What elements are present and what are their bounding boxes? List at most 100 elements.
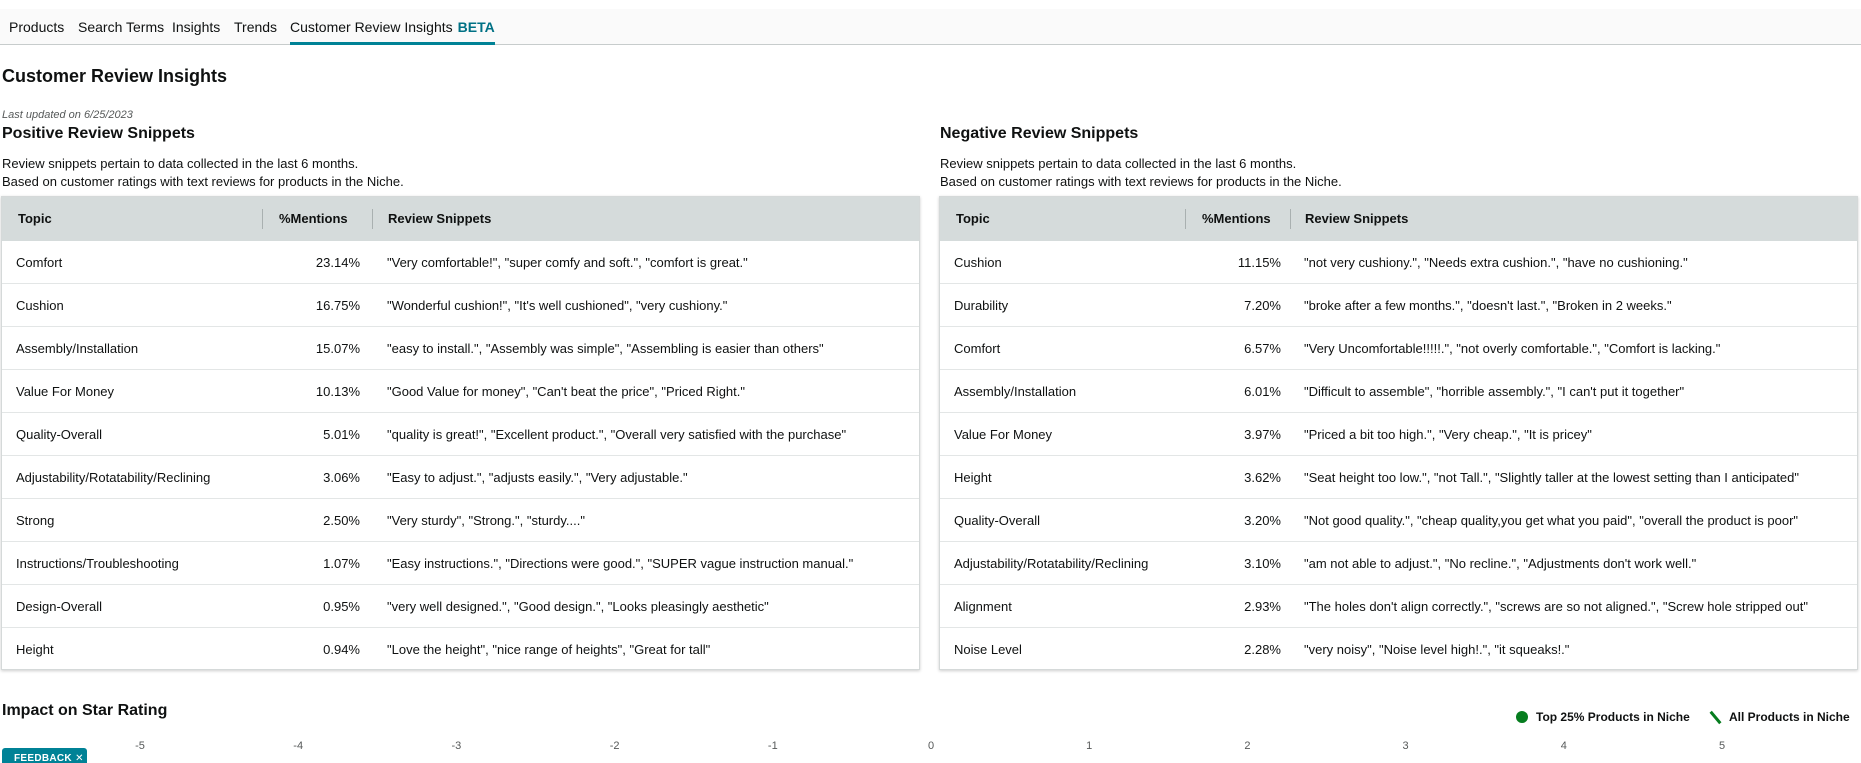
- filled-circle-icon: [1516, 711, 1528, 723]
- column-divider: [1290, 209, 1291, 229]
- table-row: Quality-Overall 5.01% "quality is great!",…: [2, 413, 919, 456]
- table-row: Comfort 23.14% "Very comfortable!", "super…: [2, 241, 919, 284]
- tab-trends[interactable]: Trends: [234, 19, 278, 35]
- header-topic[interactable]: Topic: [956, 211, 990, 226]
- positive-title: Positive Review Snippets: [2, 125, 195, 142]
- header-mentions[interactable]: %Mentions: [1202, 211, 1271, 226]
- row-topic: Quality-Overall: [16, 427, 102, 442]
- row-mentions: 1.07%: [323, 556, 360, 571]
- row-mentions: 15.07%: [315, 341, 360, 356]
- row-mentions: 5.01%: [323, 427, 360, 442]
- legend-top-25: Top 25% Products in Niche: [1516, 710, 1690, 724]
- row-topic: Cushion: [16, 298, 64, 313]
- tab-customer-review-insights[interactable]: Customer Review Insights BETA: [290, 19, 495, 45]
- tab-insights[interactable]: Insights: [172, 19, 221, 35]
- table-row: Adjustability/Rotatability/Reclining 3.06…: [2, 456, 919, 499]
- positive-review-table: Topic %Mentions Review Snippets Comfort 2…: [1, 196, 920, 670]
- negative-title: Negative Review Snippets: [940, 125, 1139, 142]
- row-snippets: "Easy instructions.", "Directions were g…: [387, 556, 854, 571]
- row-snippets: "easy to install.", "Assembly was simple…: [387, 341, 824, 356]
- tab-search-terms[interactable]: Search Terms: [78, 19, 165, 35]
- table-row: Height 0.94% "Love the height", "nice rang…: [2, 628, 919, 671]
- header-mentions[interactable]: %Mentions: [279, 211, 348, 226]
- row-mentions: 2.93%: [1244, 599, 1281, 614]
- row-snippets: "The holes don't align correctly.", "scr…: [1304, 599, 1808, 614]
- table-row: Adjustability/Rotatability/Reclining 3.10…: [940, 542, 1857, 585]
- row-mentions: 3.20%: [1244, 513, 1281, 528]
- negative-section: Negative Review Snippets Review snippets…: [940, 125, 1859, 191]
- tab-products[interactable]: Products: [9, 19, 65, 35]
- positive-note-2: Based on customer ratings with text revi…: [2, 174, 404, 189]
- axis-tick-label: -1: [767, 740, 778, 752]
- header-review-snippets[interactable]: Review Snippets: [388, 211, 492, 226]
- row-mentions: 16.75%: [315, 298, 360, 313]
- row-snippets: "Very sturdy", "Strong.", "sturdy....": [387, 513, 585, 528]
- row-topic: Value For Money: [954, 427, 1053, 442]
- table-row: Quality-Overall 3.20% "Not good quality.",…: [940, 499, 1857, 542]
- row-snippets: "am not able to adjust.", "No recline.",…: [1304, 556, 1697, 571]
- row-snippets: "Seat height too low.", "not Tall.", "Sl…: [1304, 470, 1800, 485]
- row-mentions: 3.62%: [1244, 470, 1281, 485]
- axis-tick-label: -4: [293, 740, 304, 752]
- row-topic: Value For Money: [16, 384, 115, 399]
- table-row: Cushion 16.75% "Wonderful cushion!", "It's…: [2, 284, 919, 327]
- table-row: Value For Money 10.13% "Good Value for mon…: [2, 370, 919, 413]
- table-row: Design-Overall 0.95% "very well designed."…: [2, 585, 919, 628]
- positive-section: Positive Review Snippets Review snippets…: [2, 125, 921, 191]
- row-mentions: 6.01%: [1244, 384, 1281, 399]
- negative-note-1: Review snippets pertain to data collecte…: [940, 156, 1297, 171]
- axis-tick-label: 1: [1086, 740, 1093, 752]
- row-mentions: 3.97%: [1244, 427, 1281, 442]
- row-snippets: "Difficult to assemble", "horrible assem…: [1304, 384, 1685, 399]
- table-row: Durability 7.20% "broke after a few months…: [940, 284, 1857, 327]
- axis-tick-label: 3: [1402, 740, 1409, 752]
- row-mentions: 0.94%: [323, 642, 360, 657]
- negative-note-2: Based on customer ratings with text revi…: [940, 174, 1342, 189]
- column-divider: [372, 209, 373, 229]
- row-snippets: "Priced a bit too high.", "Very cheap.",…: [1304, 427, 1592, 442]
- row-topic: Quality-Overall: [954, 513, 1040, 528]
- legend-all-products-label: All Products in Niche: [1729, 710, 1850, 724]
- header-review-snippets[interactable]: Review Snippets: [1305, 211, 1409, 226]
- row-snippets: "Easy to adjust.", "adjusts easily.", "V…: [387, 470, 688, 485]
- table-row: Assembly/Installation 6.01% "Difficult to …: [940, 370, 1857, 413]
- row-snippets: "Wonderful cushion!", "It's well cushion…: [387, 298, 728, 313]
- row-mentions: 6.57%: [1244, 341, 1281, 356]
- column-divider: [262, 209, 263, 229]
- table-row: Alignment 2.93% "The holes don't align cor…: [940, 585, 1857, 628]
- tab-bar: Products Search Terms Insights Trends Cu…: [0, 9, 1861, 45]
- row-snippets: "broke after a few months.", "doesn't la…: [1304, 298, 1672, 313]
- column-divider: [1185, 209, 1186, 229]
- table-row: Assembly/Installation 15.07% "easy to inst…: [2, 327, 919, 370]
- positive-note-1: Review snippets pertain to data collecte…: [2, 156, 359, 171]
- row-mentions: 7.20%: [1244, 298, 1281, 313]
- table-header: Topic %Mentions Review Snippets: [2, 197, 919, 241]
- row-snippets: "Love the height", "nice range of height…: [387, 642, 711, 657]
- row-mentions: 23.14%: [315, 255, 360, 270]
- row-topic: Comfort: [16, 255, 63, 270]
- axis-tick-label: 5: [1718, 740, 1726, 752]
- page-title: Customer Review Insights: [2, 66, 228, 86]
- row-topic: Adjustability/Rotatability/Reclining: [16, 470, 211, 485]
- row-topic: Height: [16, 642, 54, 657]
- close-icon[interactable]: ✕: [75, 753, 84, 763]
- row-snippets: "Very Uncomfortable!!!!!.", "not overly …: [1304, 341, 1721, 356]
- table-header: Topic %Mentions Review Snippets: [940, 197, 1857, 241]
- row-topic: Assembly/Installation: [954, 384, 1077, 399]
- axis-tick-label: 2: [1244, 740, 1251, 752]
- table-row: Value For Money 3.97% "Priced a bit too hi…: [940, 413, 1857, 456]
- row-topic: Design-Overall: [16, 599, 102, 614]
- row-topic: Comfort: [954, 341, 1001, 356]
- last-updated: Last updated on 6/25/2023: [2, 109, 133, 121]
- row-snippets: "Good Value for money", "Can't beat the …: [387, 384, 745, 399]
- feedback-label: FEEDBACK: [14, 753, 72, 763]
- row-topic: Adjustability/Rotatability/Reclining: [954, 556, 1149, 571]
- feedback-button[interactable]: FEEDBACK ✕: [2, 748, 87, 763]
- row-topic: Durability: [954, 298, 1009, 313]
- axis-tick-label: -3: [451, 740, 462, 752]
- axis-tick-label: 4: [1560, 740, 1567, 752]
- row-snippets: "Very comfortable!", "super comfy and so…: [387, 255, 748, 270]
- impact-title: Impact on Star Rating: [2, 702, 168, 719]
- header-topic[interactable]: Topic: [18, 211, 52, 226]
- row-mentions: 3.06%: [323, 470, 360, 485]
